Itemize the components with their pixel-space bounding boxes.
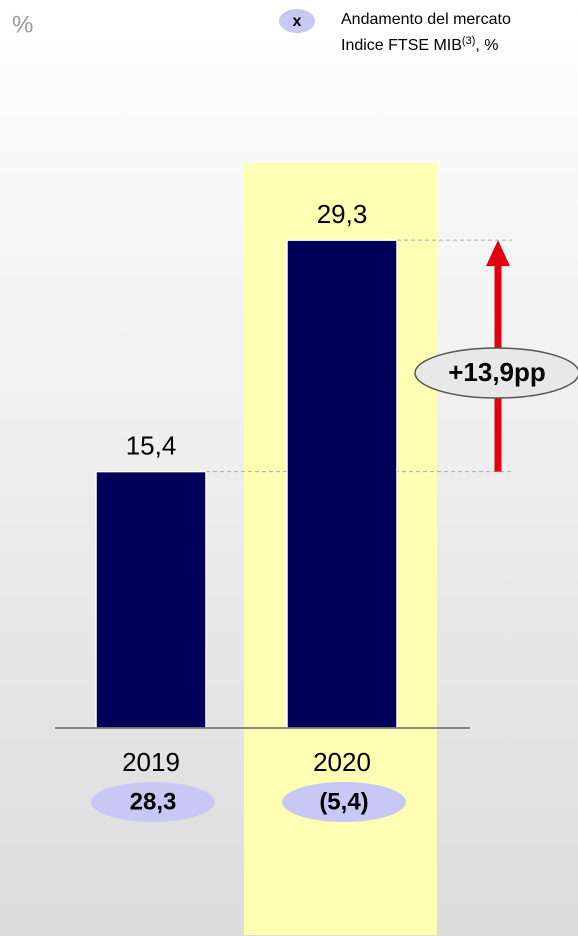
x-tick-label: 2020 [313,747,371,777]
market-badge [91,782,215,822]
market-badge [282,782,406,822]
legend-sublabel: Indice FTSE MIB(3), % [341,35,499,54]
legend-marker-badge [279,9,315,33]
value-label: 15,4 [126,430,177,460]
market-value: 28,3 [130,788,177,815]
change-arrowhead [486,240,510,267]
unit-label: % [12,11,33,38]
legend-note: (3) [462,35,475,47]
bar [286,239,398,729]
annotation-badge [414,347,578,399]
market-value: (5,4) [319,788,368,815]
legend-label: Andamento del mercato [341,11,511,28]
legend-marker: x [293,13,302,30]
annotation: +13,9pp [448,357,546,387]
x-tick-label: 2019 [122,747,180,777]
legend-unit: , % [475,37,498,54]
legend-subname: Indice FTSE MIB [341,37,462,54]
value-label: 29,3 [317,199,368,229]
bar [95,470,207,729]
